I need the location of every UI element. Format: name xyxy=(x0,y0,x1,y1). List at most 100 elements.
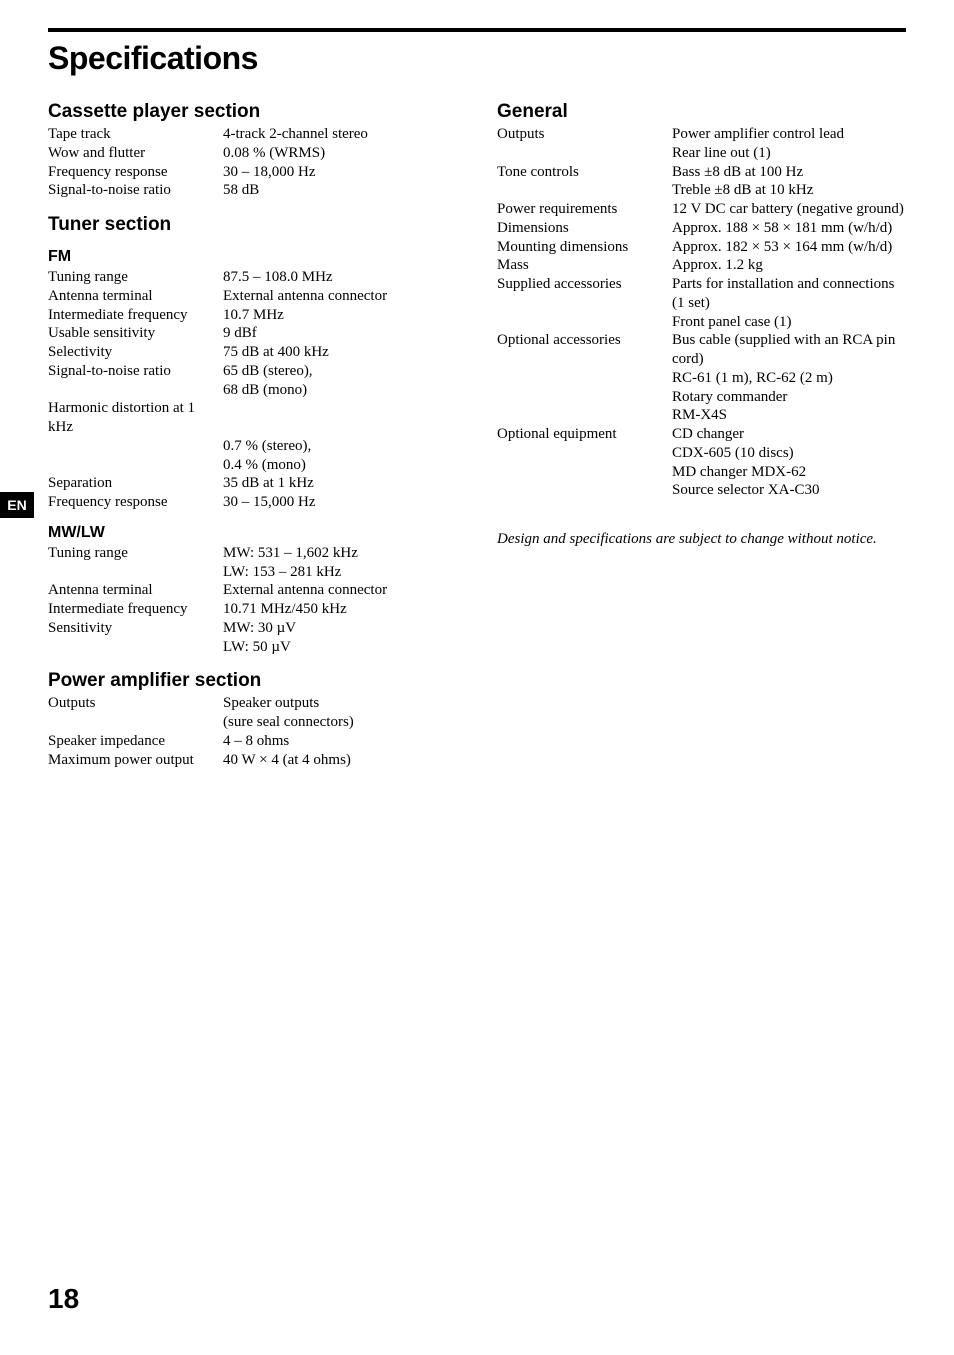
spec-label: Frequency response xyxy=(48,493,223,512)
language-tab-label: EN xyxy=(7,497,26,513)
spec-label: Usable sensitivity xyxy=(48,324,223,343)
spec-label: Frequency response xyxy=(48,163,223,182)
spec-row: Speaker impedance4 – 8 ohms xyxy=(48,732,457,751)
spec-row: Antenna terminalExternal antenna connect… xyxy=(48,581,457,600)
spec-label: Dimensions xyxy=(497,219,672,238)
spec-value: Speaker outputs(sure seal connectors) xyxy=(223,694,457,732)
spec-value: 9 dBf xyxy=(223,324,457,343)
spec-row: OutputsPower amplifier control leadRear … xyxy=(497,125,906,163)
notice-text: Design and specifications are subject to… xyxy=(497,530,906,549)
spec-label: Selectivity xyxy=(48,343,223,362)
right-column: GeneralOutputsPower amplifier control le… xyxy=(497,87,906,769)
top-horizontal-rule xyxy=(48,28,906,32)
section-heading: General xyxy=(497,101,906,123)
content-columns: Cassette player section Tape track4-track… xyxy=(48,87,906,769)
language-tab: EN xyxy=(0,492,34,518)
spec-value: Parts for installation and connections (… xyxy=(672,275,906,331)
sub-heading: FM xyxy=(48,248,457,266)
spec-label: Tuning range xyxy=(48,544,223,582)
spec-value: 35 dB at 1 kHz xyxy=(223,474,457,493)
spec-row: Tone controlsBass ±8 dB at 100 HzTreble … xyxy=(497,163,906,201)
spec-value: 4-track 2-channel stereo xyxy=(223,125,457,144)
spec-row: 0.7 % (stereo),0.4 % (mono) xyxy=(48,437,457,475)
spec-row: Harmonic distortion at 1 kHz xyxy=(48,399,457,437)
spec-value: MW: 531 – 1,602 kHzLW: 153 – 281 kHz xyxy=(223,544,457,582)
section-heading: Tuner section xyxy=(48,214,457,236)
left-column: Cassette player section Tape track4-track… xyxy=(48,87,457,769)
spec-row: Selectivity75 dB at 400 kHz xyxy=(48,343,457,362)
spec-row: Maximum power output40 W × 4 (at 4 ohms) xyxy=(48,751,457,770)
spec-row: Intermediate frequency10.71 MHz/450 kHz xyxy=(48,600,457,619)
spec-value: MW: 30 µVLW: 50 µV xyxy=(223,619,457,657)
spec-row: Frequency response30 – 15,000 Hz xyxy=(48,493,457,512)
spec-label: Harmonic distortion at 1 kHz xyxy=(48,399,223,437)
spec-label: Separation xyxy=(48,474,223,493)
spec-value: 75 dB at 400 kHz xyxy=(223,343,457,362)
page-container: EN Specifications Cassette player sectio… xyxy=(0,0,954,1355)
spec-value: 4 – 8 ohms xyxy=(223,732,457,751)
spec-value xyxy=(223,399,457,437)
spec-row: Separation35 dB at 1 kHz xyxy=(48,474,457,493)
spec-row: Optional equipmentCD changerCDX-605 (10 … xyxy=(497,425,906,500)
spec-row: OutputsSpeaker outputs(sure seal connect… xyxy=(48,694,457,732)
spec-value: 10.71 MHz/450 kHz xyxy=(223,600,457,619)
section-heading: Cassette player section xyxy=(48,101,457,123)
spec-label: Tuning range xyxy=(48,268,223,287)
spec-label: Signal-to-noise ratio xyxy=(48,362,223,400)
spec-value: External antenna connector xyxy=(223,581,457,600)
spec-label xyxy=(48,437,223,475)
spec-value: 0.08 % (WRMS) xyxy=(223,144,457,163)
spec-label: Intermediate frequency xyxy=(48,306,223,325)
spec-value: 0.7 % (stereo),0.4 % (mono) xyxy=(223,437,457,475)
spec-row: Optional accessoriesBus cable (supplied … xyxy=(497,331,906,425)
spec-row: DimensionsApprox. 188 × 58 × 181 mm (w/h… xyxy=(497,219,906,238)
spec-row: Tape track4-track 2-channel stereo xyxy=(48,125,457,144)
spec-label: Tone controls xyxy=(497,163,672,201)
spec-row: Tuning rangeMW: 531 – 1,602 kHzLW: 153 –… xyxy=(48,544,457,582)
spec-label: Outputs xyxy=(497,125,672,163)
spec-row: Tuning range87.5 – 108.0 MHz xyxy=(48,268,457,287)
spec-value: Approx. 182 × 53 × 164 mm (w/h/d) xyxy=(672,238,906,257)
spec-label: Antenna terminal xyxy=(48,287,223,306)
sub-heading: MW/LW xyxy=(48,524,457,542)
spec-value: 87.5 – 108.0 MHz xyxy=(223,268,457,287)
spec-row: Signal-to-noise ratio58 dB xyxy=(48,181,457,200)
spec-label: Outputs xyxy=(48,694,223,732)
spec-label: Tape track xyxy=(48,125,223,144)
spec-label: Optional equipment xyxy=(497,425,672,500)
spec-row: Mounting dimensionsApprox. 182 × 53 × 16… xyxy=(497,238,906,257)
spec-label: Maximum power output xyxy=(48,751,223,770)
spec-row: Signal-to-noise ratio65 dB (stereo),68 d… xyxy=(48,362,457,400)
spec-value: Power amplifier control leadRear line ou… xyxy=(672,125,906,163)
spec-value: 10.7 MHz xyxy=(223,306,457,325)
spec-value: 58 dB xyxy=(223,181,457,200)
spec-label: Antenna terminal xyxy=(48,581,223,600)
spec-row: Intermediate frequency10.7 MHz xyxy=(48,306,457,325)
spec-row: SensitivityMW: 30 µVLW: 50 µV xyxy=(48,619,457,657)
spec-label: Optional accessories xyxy=(497,331,672,425)
spec-value: 65 dB (stereo),68 dB (mono) xyxy=(223,362,457,400)
spec-value: 30 – 15,000 Hz xyxy=(223,493,457,512)
spec-label: Supplied accessories xyxy=(497,275,672,331)
spec-label: Mass xyxy=(497,256,672,275)
spec-value: Approx. 1.2 kg xyxy=(672,256,906,275)
spec-row: Frequency response30 – 18,000 Hz xyxy=(48,163,457,182)
spec-value: CD changerCDX-605 (10 discs)MD changer M… xyxy=(672,425,906,500)
spec-label: Intermediate frequency xyxy=(48,600,223,619)
page-title: Specifications xyxy=(48,40,906,77)
spec-row: Wow and flutter0.08 % (WRMS) xyxy=(48,144,457,163)
spec-value: External antenna connector xyxy=(223,287,457,306)
spec-row: Usable sensitivity9 dBf xyxy=(48,324,457,343)
spec-value: 12 V DC car battery (negative ground) xyxy=(672,200,906,219)
spec-value: 30 – 18,000 Hz xyxy=(223,163,457,182)
spec-label: Signal-to-noise ratio xyxy=(48,181,223,200)
section-heading: Power amplifier section xyxy=(48,670,457,692)
spec-value: Approx. 188 × 58 × 181 mm (w/h/d) xyxy=(672,219,906,238)
spec-value: Bass ±8 dB at 100 HzTreble ±8 dB at 10 k… xyxy=(672,163,906,201)
spec-row: MassApprox. 1.2 kg xyxy=(497,256,906,275)
spec-value: 40 W × 4 (at 4 ohms) xyxy=(223,751,457,770)
spec-label: Mounting dimensions xyxy=(497,238,672,257)
page-number: 18 xyxy=(48,1283,79,1315)
spec-label: Power requirements xyxy=(497,200,672,219)
spec-row: Supplied accessoriesParts for installati… xyxy=(497,275,906,331)
